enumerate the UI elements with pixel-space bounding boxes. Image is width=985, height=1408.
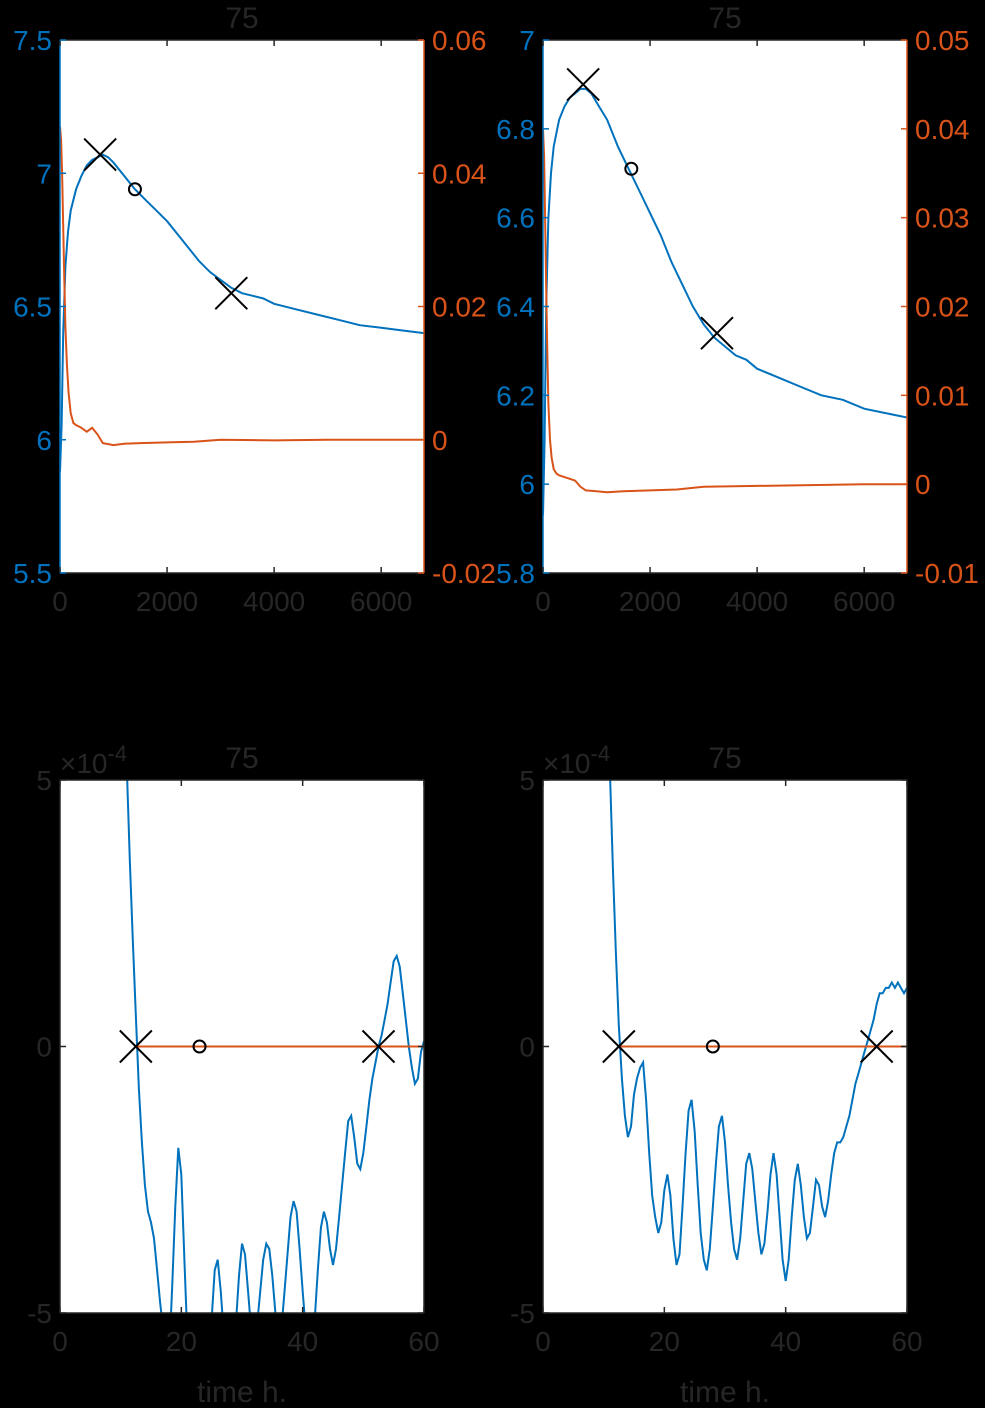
y-tick-label-right-top-right-0: -0.01 — [915, 558, 979, 589]
series-line-orange-top-left — [60, 126, 424, 447]
y-tick-label-right-top-right-2: 0.01 — [915, 380, 970, 411]
chart-title-bottom-right: 75 — [708, 742, 741, 775]
series-line-blue-bottom-left — [126, 780, 424, 1313]
y-tick-label-right-top-right-5: 0.04 — [915, 114, 970, 145]
axes-top-left: 0 2000 4000 6000 5.5 6 6.5 7 7.5 -0.02 0 0.02 0.04 0.… — [13, 25, 496, 617]
chart-title-top-left: 75 — [225, 2, 258, 35]
o-marker-top-right-0 — [624, 161, 639, 176]
y-tick-label-left-bottom-left-1: 0 — [36, 1032, 52, 1063]
panel-top-right: 0 2000 4000 6000 5.8 6 6.2 6.4 6.6 6.8 7 -0.01 0 0.01… — [496, 2, 979, 617]
markers-bottom-right — [602, 1029, 894, 1064]
o-marker-bottom-right-0 — [705, 1039, 720, 1054]
y-tick-label-left-top-left-0: 5.5 — [13, 558, 52, 589]
series-line-blue-top-left — [60, 153, 424, 472]
x-marker-bottom-right-0 — [602, 1029, 636, 1064]
exponent-base-bottom-right: ×10 — [543, 748, 591, 779]
y-tick-label-left-bottom-left-2: 5 — [36, 765, 52, 796]
axes-bottom-left: 0 20 40 60-505 — [27, 765, 439, 1357]
y-tick-label-left-top-right-4: 6.6 — [496, 203, 535, 234]
o-marker-top-left-0 — [127, 182, 142, 197]
x-marker-top-right-0 — [566, 67, 600, 102]
x-tick-label-bottom-right-1: 20 — [649, 1326, 680, 1357]
x-tick-label-top-left-2: 4000 — [243, 586, 305, 617]
y-tick-label-right-top-left-1: 0 — [432, 425, 448, 456]
x-tick-label-bottom-right-3: 60 — [891, 1326, 922, 1357]
x-tick-label-top-left-0: 0 — [52, 586, 68, 617]
y-tick-label-left-bottom-right-1: 0 — [519, 1032, 535, 1063]
y-tick-label-right-top-right-1: 0 — [915, 469, 931, 500]
x-tick-label-top-right-2: 4000 — [726, 586, 788, 617]
panel-top-left: 0 2000 4000 6000 5.5 6 6.5 7 7.5 -0.02 0 0.02 0.04 0.… — [13, 2, 496, 617]
y-tick-label-left-top-right-2: 6.2 — [496, 380, 535, 411]
markers-top-right — [566, 67, 734, 350]
x-axis-label-bottom-left: time h. — [197, 1376, 287, 1408]
x-marker-top-left-0 — [83, 137, 117, 172]
y-tick-label-right-top-right-3: 0.02 — [915, 292, 970, 323]
y-tick-label-left-top-left-2: 6.5 — [13, 292, 52, 323]
y-tick-label-left-bottom-left-0: -5 — [27, 1298, 52, 1329]
x-marker-bottom-left-0 — [119, 1029, 153, 1064]
x-tick-label-top-right-1: 2000 — [619, 586, 681, 617]
y-tick-label-right-top-right-4: 0.03 — [915, 203, 970, 234]
exponent-base-bottom-left: ×10 — [60, 748, 108, 779]
y-tick-label-right-top-right-6: 0.05 — [915, 25, 970, 56]
y-tick-label-right-top-left-4: 0.06 — [432, 25, 487, 56]
y-tick-label-left-top-right-0: 5.8 — [496, 558, 535, 589]
x-marker-top-left-1 — [214, 276, 249, 310]
plot-lines-top-left — [60, 126, 424, 472]
panel-bottom-right: 0 20 40 60-505 75 ×10-4 time h. — [510, 741, 922, 1408]
exponent-label-bottom-right: ×10-4 — [543, 741, 610, 779]
x-marker-bottom-left-1 — [361, 1029, 396, 1064]
plot-area-top-right — [543, 40, 907, 573]
x-tick-label-bottom-right-0: 0 — [535, 1326, 551, 1357]
x-tick-label-top-right-3: 6000 — [833, 586, 895, 617]
y-tick-label-left-top-left-1: 6 — [36, 425, 52, 456]
plot-lines-bottom-right — [609, 780, 907, 1282]
x-tick-label-bottom-left-2: 40 — [287, 1326, 318, 1357]
panel-bottom-left: 0 20 40 60-505 75 ×10-4 time h. — [27, 741, 439, 1408]
series-line-orange-top-right — [543, 128, 907, 494]
x-marker-bottom-right-1 — [859, 1029, 894, 1064]
y-tick-label-left-bottom-right-0: -5 — [510, 1298, 535, 1329]
plot-area-top-left — [60, 40, 424, 573]
y-tick-label-left-bottom-right-2: 5 — [519, 765, 535, 796]
markers-bottom-left — [119, 1029, 396, 1064]
y-tick-label-left-top-right-3: 6.4 — [496, 292, 535, 323]
x-tick-label-top-right-0: 0 — [535, 586, 551, 617]
x-axis-label-bottom-right: time h. — [680, 1376, 770, 1408]
exponent-power-bottom-right: -4 — [591, 741, 611, 766]
series-line-blue-top-right — [543, 87, 907, 516]
y-tick-label-right-top-left-0: -0.02 — [432, 558, 496, 589]
plot-lines-top-right — [543, 87, 907, 516]
x-marker-top-right-1 — [700, 316, 734, 350]
axes-top-right: 0 2000 4000 6000 5.8 6 6.2 6.4 6.6 6.8 7 -0.01 0 0.01… — [496, 25, 979, 617]
x-tick-label-bottom-left-1: 20 — [166, 1326, 197, 1357]
axes-bottom-right: 0 20 40 60-505 — [510, 765, 922, 1357]
x-tick-label-top-left-1: 2000 — [136, 586, 198, 617]
series-line-blue-bottom-right — [609, 780, 907, 1282]
chart-title-top-right: 75 — [708, 2, 741, 35]
exponent-label-bottom-left: ×10-4 — [60, 741, 127, 779]
x-tick-label-top-left-3: 6000 — [350, 586, 412, 617]
y-tick-label-left-top-left-4: 7.5 — [13, 25, 52, 56]
x-tick-label-bottom-left-3: 60 — [408, 1326, 439, 1357]
chart-title-bottom-left: 75 — [225, 742, 258, 775]
y-tick-label-right-top-left-3: 0.04 — [432, 158, 487, 189]
o-marker-bottom-left-0 — [192, 1039, 207, 1054]
x-tick-label-bottom-right-2: 40 — [770, 1326, 801, 1357]
x-tick-label-bottom-left-0: 0 — [52, 1326, 68, 1357]
y-tick-label-left-top-right-5: 6.8 — [496, 114, 535, 145]
y-tick-label-right-top-left-2: 0.02 — [432, 292, 487, 323]
exponent-power-bottom-left: -4 — [108, 741, 128, 766]
y-tick-label-left-top-right-6: 7 — [519, 25, 535, 56]
markers-top-left — [83, 137, 249, 310]
y-tick-label-left-top-right-1: 6 — [519, 469, 535, 500]
plot-lines-bottom-left — [126, 780, 424, 1313]
y-tick-label-left-top-left-3: 7 — [36, 158, 52, 189]
